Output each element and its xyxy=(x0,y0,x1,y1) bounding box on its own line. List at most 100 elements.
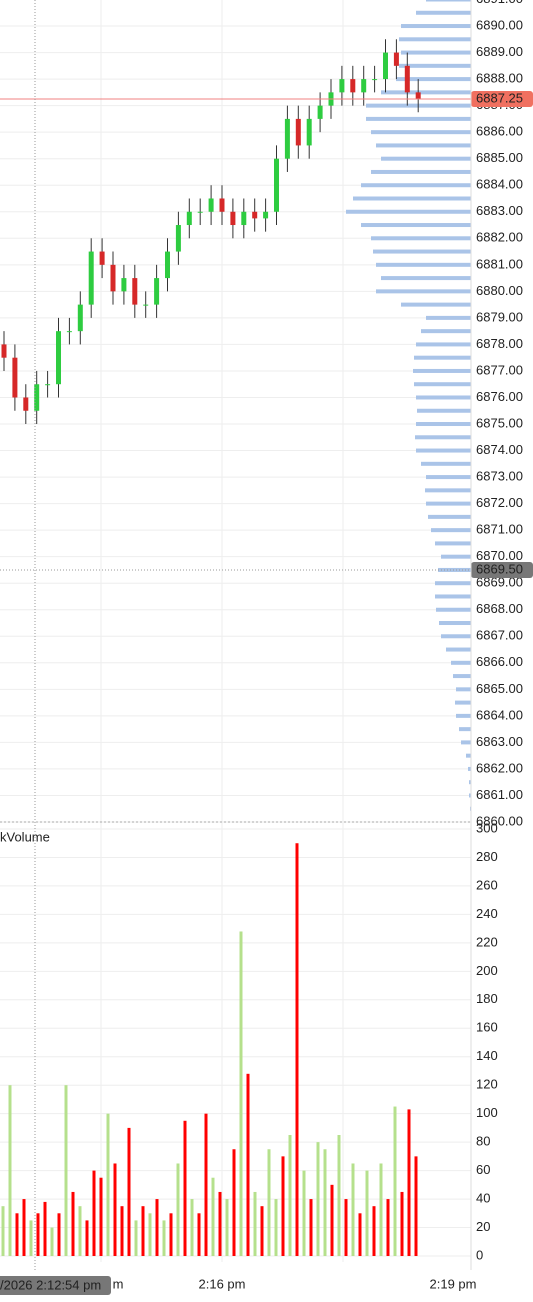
volume-bar xyxy=(358,1213,362,1256)
volume-bar xyxy=(134,1220,138,1256)
candle-body xyxy=(121,278,127,292)
profile-bar xyxy=(456,687,471,692)
volume-bar xyxy=(71,1191,75,1256)
volume-bar xyxy=(78,1206,82,1256)
profile-bar xyxy=(415,435,471,440)
y-tick-label: 120 xyxy=(476,1077,498,1092)
profile-bar xyxy=(453,674,471,679)
candle-body xyxy=(143,304,149,306)
candle-body xyxy=(186,211,192,226)
y-tick-label: 40 xyxy=(476,1191,490,1206)
y-tick-label: 6889.00 xyxy=(476,44,523,59)
volume-bar xyxy=(120,1206,124,1256)
x-tick-label: 2:19 pm xyxy=(430,1276,477,1291)
candle-body xyxy=(132,278,138,305)
volume-bar xyxy=(57,1213,61,1256)
profile-bar xyxy=(381,276,471,281)
candle-body xyxy=(208,198,214,212)
volume-bar xyxy=(407,1109,411,1256)
crosshair-price-box xyxy=(471,561,533,578)
profile-bar xyxy=(373,249,471,254)
volume-bar xyxy=(36,1213,40,1256)
candle-body xyxy=(66,331,72,333)
volume-bar xyxy=(239,931,243,1256)
y-tick-label: 6872.00 xyxy=(476,495,523,510)
profile-bar xyxy=(469,780,471,785)
y-tick-label: 6876.00 xyxy=(476,389,523,404)
profile-bar xyxy=(416,422,471,427)
y-tick-label: 20 xyxy=(476,1219,490,1234)
y-tick-label: 6869.00 xyxy=(476,575,523,590)
crosshair-time-label: /2026 2:12:54 pm xyxy=(0,1277,101,1292)
y-tick-label: 240 xyxy=(476,906,498,921)
profile-bar xyxy=(376,143,471,148)
volume-bar xyxy=(190,1199,194,1256)
candle-body xyxy=(306,118,312,146)
profile-bar xyxy=(426,475,471,480)
x-tick-label: 2:16 pm xyxy=(199,1276,246,1291)
candle-body xyxy=(175,225,181,252)
profile-bar xyxy=(438,567,471,572)
y-tick-label: 6880.00 xyxy=(476,283,523,298)
y-tick-label: 6860.00 xyxy=(476,813,523,828)
profile-bar xyxy=(399,63,471,68)
volume-bar xyxy=(169,1213,173,1256)
y-tick-label: 260 xyxy=(476,877,498,892)
profile-bar xyxy=(468,766,471,771)
profile-bar xyxy=(426,501,471,506)
candle-body xyxy=(12,357,18,398)
volume-bar xyxy=(316,1142,320,1256)
candle-body xyxy=(383,52,388,80)
profile-bar xyxy=(371,169,471,174)
y-tick-label: 140 xyxy=(476,1048,498,1063)
y-tick-label: 280 xyxy=(476,849,498,864)
y-tick-label: 80 xyxy=(476,1134,490,1149)
profile-bar xyxy=(381,156,471,161)
profile-bar xyxy=(376,262,471,267)
candle-body xyxy=(219,198,225,212)
volume-bar xyxy=(1,1206,5,1256)
x-tick-label: m xyxy=(113,1276,124,1291)
candle-body xyxy=(165,251,170,279)
profile-bar xyxy=(371,236,471,241)
candle-body xyxy=(197,211,203,213)
profile-bar xyxy=(381,90,471,95)
volume-bar xyxy=(176,1163,180,1256)
profile-bar xyxy=(421,461,471,466)
volume-bar xyxy=(204,1113,208,1256)
y-tick-label: 6875.00 xyxy=(476,415,523,430)
volume-bar xyxy=(260,1206,264,1256)
volume-bar xyxy=(232,1149,236,1256)
candle-body xyxy=(154,278,160,305)
crosshair-time-box xyxy=(0,1276,111,1295)
candle-body xyxy=(88,251,94,305)
volume-bar xyxy=(8,1085,12,1256)
profile-bar xyxy=(416,10,471,15)
profile-bar xyxy=(466,753,471,758)
y-tick-label: 6863.00 xyxy=(476,734,523,749)
y-tick-label: 6884.00 xyxy=(476,177,523,192)
volume-bar xyxy=(155,1199,159,1256)
profile-bar xyxy=(428,514,471,519)
crosshair-price-label: 6869.50 xyxy=(476,561,523,576)
y-tick-label: 6874.00 xyxy=(476,442,523,457)
volume-bar xyxy=(141,1206,145,1256)
volume-bar xyxy=(337,1135,341,1256)
volume-bar xyxy=(29,1220,33,1256)
y-tick-label: 200 xyxy=(476,963,498,978)
candle-body xyxy=(110,264,116,292)
volume-bar xyxy=(253,1191,257,1256)
y-tick-label: 0 xyxy=(476,1247,483,1262)
candle-body xyxy=(1,344,7,358)
y-tick-label: 6862.00 xyxy=(476,760,523,775)
y-tick-label: 6879.00 xyxy=(476,309,523,324)
volume-bar xyxy=(323,1149,327,1256)
volume-bar xyxy=(414,1156,418,1256)
volume-bar xyxy=(309,1199,313,1256)
y-tick-label: 6870.00 xyxy=(476,548,523,563)
profile-bar xyxy=(361,223,471,228)
volume-bar xyxy=(106,1113,110,1256)
candle-body xyxy=(361,79,367,93)
profile-bar xyxy=(417,408,471,413)
y-tick-label: 6886.00 xyxy=(476,124,523,139)
